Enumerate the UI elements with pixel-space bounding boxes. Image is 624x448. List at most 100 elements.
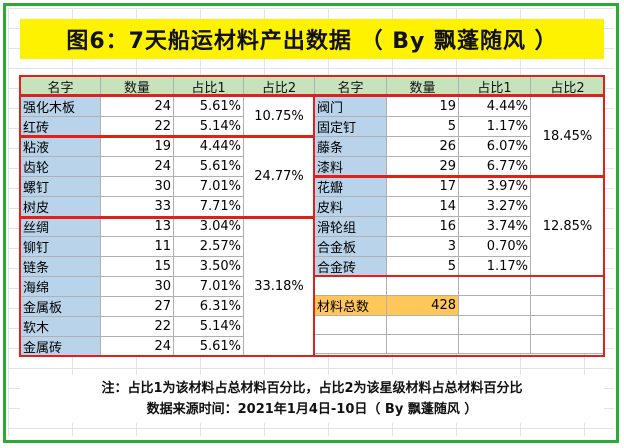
- material-p1: 4.44%: [173, 136, 244, 157]
- header-p1: 占比1: [173, 76, 244, 97]
- table-row: 阀门 19 4.44% 18.45%: [314, 96, 605, 177]
- empty-cell: [458, 315, 531, 335]
- empty-cell: [386, 276, 459, 296]
- empty-cell: [314, 334, 387, 354]
- material-qty: 16: [386, 216, 459, 237]
- material-qty: 19: [386, 96, 459, 117]
- material-qty: 24: [100, 156, 174, 177]
- table-row: 海绵 30 7.01%: [20, 276, 315, 297]
- note-line-1: 注：占比1为该材料占总材料百分比，占比2为该星级材料占总材料百分比: [101, 381, 523, 396]
- material-name: 铆钉: [20, 236, 101, 257]
- table-row: 金属砖 24 5.61%: [20, 336, 315, 357]
- material-name: 树皮: [20, 196, 101, 217]
- header-row: 名字 数量 占比1 占比2: [314, 76, 605, 97]
- table-row: 合金板 3 0.70%: [314, 236, 605, 257]
- left-materials-table: 名字 数量 占比1 占比2 强化木板 24 5.61% 10.75% 红砖 22…: [20, 76, 315, 357]
- material-p1: 3.97%: [458, 176, 531, 197]
- empty-row: [314, 334, 605, 354]
- material-qty: 26: [386, 136, 459, 157]
- empty-cell: [458, 334, 531, 354]
- material-p1: 1.17%: [458, 256, 531, 277]
- material-p1: 3.50%: [173, 256, 244, 277]
- material-p1: 5.61%: [173, 96, 244, 117]
- material-qty: 30: [100, 176, 174, 197]
- group-p2: 33.18%: [243, 216, 315, 357]
- page-title: 图6：7天船运材料产出数据 （ By 飘蓬随风 ）: [20, 19, 604, 59]
- material-p1: 6.77%: [458, 156, 531, 177]
- total-label: 材料总数: [314, 295, 387, 316]
- material-name: 合金板: [314, 236, 387, 257]
- total-value: 428: [386, 295, 459, 316]
- total-row: 材料总数 428: [314, 295, 605, 316]
- header-name: 名字: [314, 76, 387, 97]
- material-name: 合金砖: [314, 256, 387, 277]
- header-qty: 数量: [100, 76, 174, 97]
- table-row: 铆钉 11 2.57%: [20, 236, 315, 257]
- material-name: 阀门: [314, 96, 387, 117]
- material-qty: 24: [100, 96, 174, 117]
- empty-cell: [458, 295, 531, 316]
- table-row: 软木 22 5.14%: [20, 316, 315, 337]
- empty-row: [314, 276, 605, 296]
- material-name: 软木: [20, 316, 101, 337]
- material-qty: 5: [386, 256, 459, 277]
- material-name: 滑轮组: [314, 216, 387, 237]
- header-p2: 占比2: [530, 76, 605, 97]
- material-qty: 22: [100, 316, 174, 337]
- material-qty: 22: [100, 116, 174, 137]
- material-p1: 3.04%: [173, 216, 244, 237]
- material-p1: 1.17%: [458, 116, 531, 137]
- material-p1: 2.57%: [173, 236, 244, 257]
- material-qty: 33: [100, 196, 174, 217]
- group-p2: 24.77%: [243, 136, 315, 217]
- group-p2: 18.45%: [530, 96, 605, 177]
- material-name: 金属板: [20, 296, 101, 317]
- table-row: 丝绸 13 3.04% 33.18%: [20, 216, 315, 357]
- material-name: 粘液: [20, 136, 101, 157]
- empty-cell: [458, 276, 531, 296]
- material-name: 固定钉: [314, 116, 387, 137]
- empty-cell: [530, 295, 605, 316]
- group-p2: 10.75%: [243, 96, 315, 137]
- empty-cell: [386, 334, 459, 354]
- empty-cell: [530, 315, 605, 335]
- material-p1: 6.07%: [458, 136, 531, 157]
- material-qty: 5: [386, 116, 459, 137]
- table-row: 强化木板 24 5.61% 10.75%: [20, 96, 315, 137]
- material-name: 漆料: [314, 156, 387, 177]
- material-p1: 5.61%: [173, 156, 244, 177]
- header-p1: 占比1: [458, 76, 531, 97]
- empty-cell: [530, 276, 605, 296]
- table-row: 花瓣 17 3.97% 12.85%: [314, 176, 605, 277]
- table-row: 树皮 33 7.71%: [20, 196, 315, 217]
- material-p1: 7.71%: [173, 196, 244, 217]
- material-qty: 13: [100, 216, 174, 237]
- group-p2: 12.85%: [530, 176, 605, 277]
- empty-row: [314, 315, 605, 335]
- material-qty: 11: [100, 236, 174, 257]
- header-name: 名字: [20, 76, 101, 97]
- material-qty: 19: [100, 136, 174, 157]
- material-name: 红砖: [20, 116, 101, 137]
- material-qty: 27: [100, 296, 174, 317]
- material-name: 海绵: [20, 276, 101, 297]
- table-row: 链条 15 3.50%: [20, 256, 315, 277]
- header-qty: 数量: [386, 76, 459, 97]
- material-p1: 5.61%: [173, 336, 244, 357]
- material-name: 丝绸: [20, 216, 101, 237]
- material-name: 齿轮: [20, 156, 101, 177]
- table-row: 红砖 22 5.14%: [20, 116, 315, 137]
- header-p2: 占比2: [243, 76, 315, 97]
- material-qty: 3: [386, 236, 459, 257]
- material-p1: 5.14%: [173, 116, 244, 137]
- material-p1: 4.44%: [458, 96, 531, 117]
- material-p1: 3.74%: [458, 216, 531, 237]
- material-name: 强化木板: [20, 96, 101, 117]
- material-p1: 3.27%: [458, 196, 531, 217]
- material-name: 链条: [20, 256, 101, 277]
- material-qty: 29: [386, 156, 459, 177]
- material-p1: 6.31%: [173, 296, 244, 317]
- material-qty: 17: [386, 176, 459, 197]
- table-row: 合金砖 5 1.17%: [314, 256, 605, 277]
- material-qty: 15: [100, 256, 174, 277]
